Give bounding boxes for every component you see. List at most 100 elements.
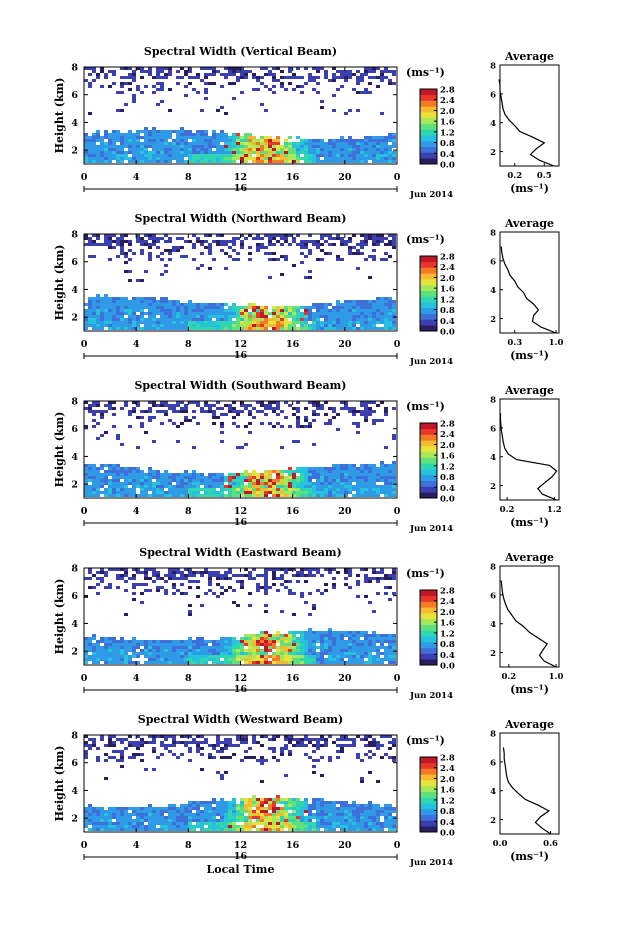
heatmap-cell: [196, 482, 200, 485]
heatmap-cell: [208, 139, 212, 142]
heatmap-cell: [376, 157, 380, 160]
heatmap-cell: [112, 413, 116, 416]
heatmap-cell: [204, 655, 208, 658]
heatmap-cell: [368, 488, 372, 491]
heatmap-cell: [120, 303, 124, 306]
heatmap-cell: [184, 476, 188, 479]
profile-line: [499, 413, 558, 501]
heatmap-cell: [212, 807, 216, 810]
heatmap-cell: [340, 154, 344, 157]
heatmap-cell: [172, 476, 176, 479]
heatmap-cell: [368, 661, 372, 664]
heatmap-cell: [272, 258, 276, 261]
heatmap-cell: [164, 264, 168, 267]
heatmap-cell: [240, 306, 244, 309]
heatmap-cell: [164, 479, 168, 482]
heatmap-cell: [332, 324, 336, 327]
heatmap-cell: [112, 401, 116, 404]
heatmap-cell: [300, 592, 304, 595]
heatmap-cell: [292, 160, 296, 163]
y-tick-label: 8: [71, 564, 78, 575]
heatmap-cell: [116, 661, 120, 664]
heatmap-cell: [84, 401, 88, 404]
heatmap-cell: [236, 738, 240, 741]
heatmap-cell: [248, 306, 252, 309]
heatmap-cell: [196, 157, 200, 160]
heatmap-cell: [248, 431, 252, 434]
heatmap-cell: [364, 327, 368, 330]
heatmap-cell: [116, 482, 120, 485]
heatmap-cell: [132, 470, 136, 473]
heatmap-cell: [100, 580, 104, 583]
heatmap-cell: [348, 568, 352, 571]
heatmap-cell: [264, 798, 268, 801]
heatmap-cell: [152, 145, 156, 148]
colorbar-tick-label: 0.8: [440, 139, 455, 149]
heatmap-cell: [208, 640, 212, 643]
heatmap-cell: [84, 750, 88, 753]
heatmap-cell: [100, 485, 104, 488]
heatmap-cell: [192, 243, 196, 246]
heatmap-cell: [276, 759, 280, 762]
heatmap-cell: [236, 825, 240, 828]
heatmap-cell: [84, 807, 88, 810]
heatmap-cell: [92, 315, 96, 318]
heatmap-cell: [140, 315, 144, 318]
heatmap-cell: [288, 738, 292, 741]
heatmap-cell: [244, 315, 248, 318]
heatmap-cell: [84, 822, 88, 825]
heatmap-cell: [384, 306, 388, 309]
heatmap-cell: [188, 82, 192, 85]
profile-title: Average: [504, 551, 554, 564]
heatmap-cell: [236, 70, 240, 73]
heatmap-cell: [148, 485, 152, 488]
heatmap-cell: [232, 828, 236, 831]
heatmap-cell: [340, 634, 344, 637]
heatmap-cell: [84, 139, 88, 142]
heatmap-cell: [236, 142, 240, 145]
heatmap-cell: [120, 759, 124, 762]
heatmap-cell: [116, 312, 120, 315]
heatmap-cell: [132, 828, 136, 831]
heatmap-cell: [120, 655, 124, 658]
heatmap-cell: [176, 756, 180, 759]
heatmap-cell: [332, 315, 336, 318]
heatmap-cell: [188, 70, 192, 73]
heatmap-cell: [184, 646, 188, 649]
heatmap-cell: [112, 479, 116, 482]
heatmap-cell: [156, 73, 160, 76]
heatmap-cell: [208, 801, 212, 804]
heatmap-cell: [188, 661, 192, 664]
heatmap-cell: [352, 473, 356, 476]
heatmap-cell: [208, 649, 212, 652]
x-tick-label: 0: [81, 339, 88, 350]
heatmap-cell: [228, 637, 232, 640]
heatmap-cell: [224, 589, 228, 592]
heatmap-cell: [260, 807, 264, 810]
heatmap-cell: [148, 741, 152, 744]
heatmap-cell: [360, 315, 364, 318]
heatmap-cell: [200, 79, 204, 82]
heatmap-cell: [212, 422, 216, 425]
heatmap-cell: [312, 646, 316, 649]
heatmap-cell: [284, 580, 288, 583]
heatmap-cell: [160, 151, 164, 154]
heatmap-cell: [348, 464, 352, 467]
heatmap-cell: [300, 321, 304, 324]
heatmap-cell: [348, 410, 352, 413]
heatmap-cell: [180, 142, 184, 145]
heatmap-cell: [84, 237, 88, 240]
heatmap-cell: [220, 473, 224, 476]
heatmap-cell: [152, 142, 156, 145]
heatmap-cell: [132, 136, 136, 139]
heatmap-cell: [272, 747, 276, 750]
heatmap-cell: [288, 643, 292, 646]
heatmap-cells: [84, 401, 396, 497]
heatmap-cell: [104, 652, 108, 655]
heatmap-cell: [336, 571, 340, 574]
heatmap-cell: [272, 252, 276, 255]
heatmap-cell: [232, 249, 236, 252]
heatmap-cell: [388, 306, 392, 309]
heatmap-cell: [264, 324, 268, 327]
